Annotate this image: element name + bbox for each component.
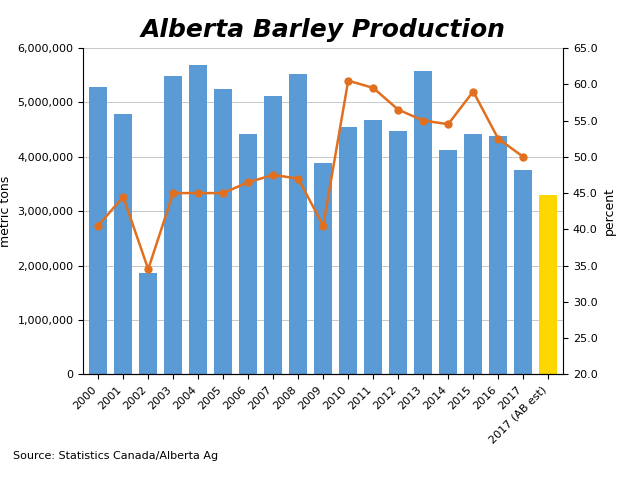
Bar [189,65,207,374]
Bar [465,134,482,374]
Bar [264,96,282,374]
Y-axis label: percent: percent [604,187,616,235]
Bar [239,134,257,374]
Text: Source: Statistics Canada/Alberta Ag: Source: Statistics Canada/Alberta Ag [13,451,218,461]
Bar [339,127,357,374]
Bar [140,273,157,374]
Bar [214,89,232,374]
Bar [540,195,557,374]
Bar [314,163,332,374]
Bar [390,131,407,374]
Bar [490,136,507,374]
Y-axis label: metric tons: metric tons [0,176,12,247]
Bar [440,150,457,374]
Bar [364,120,382,374]
Bar [90,87,107,374]
Bar [289,74,307,374]
Bar [515,170,532,374]
Title: Alberta Barley Production: Alberta Barley Production [141,18,506,42]
Bar [115,114,132,374]
Bar [415,71,432,374]
Bar [164,76,182,374]
